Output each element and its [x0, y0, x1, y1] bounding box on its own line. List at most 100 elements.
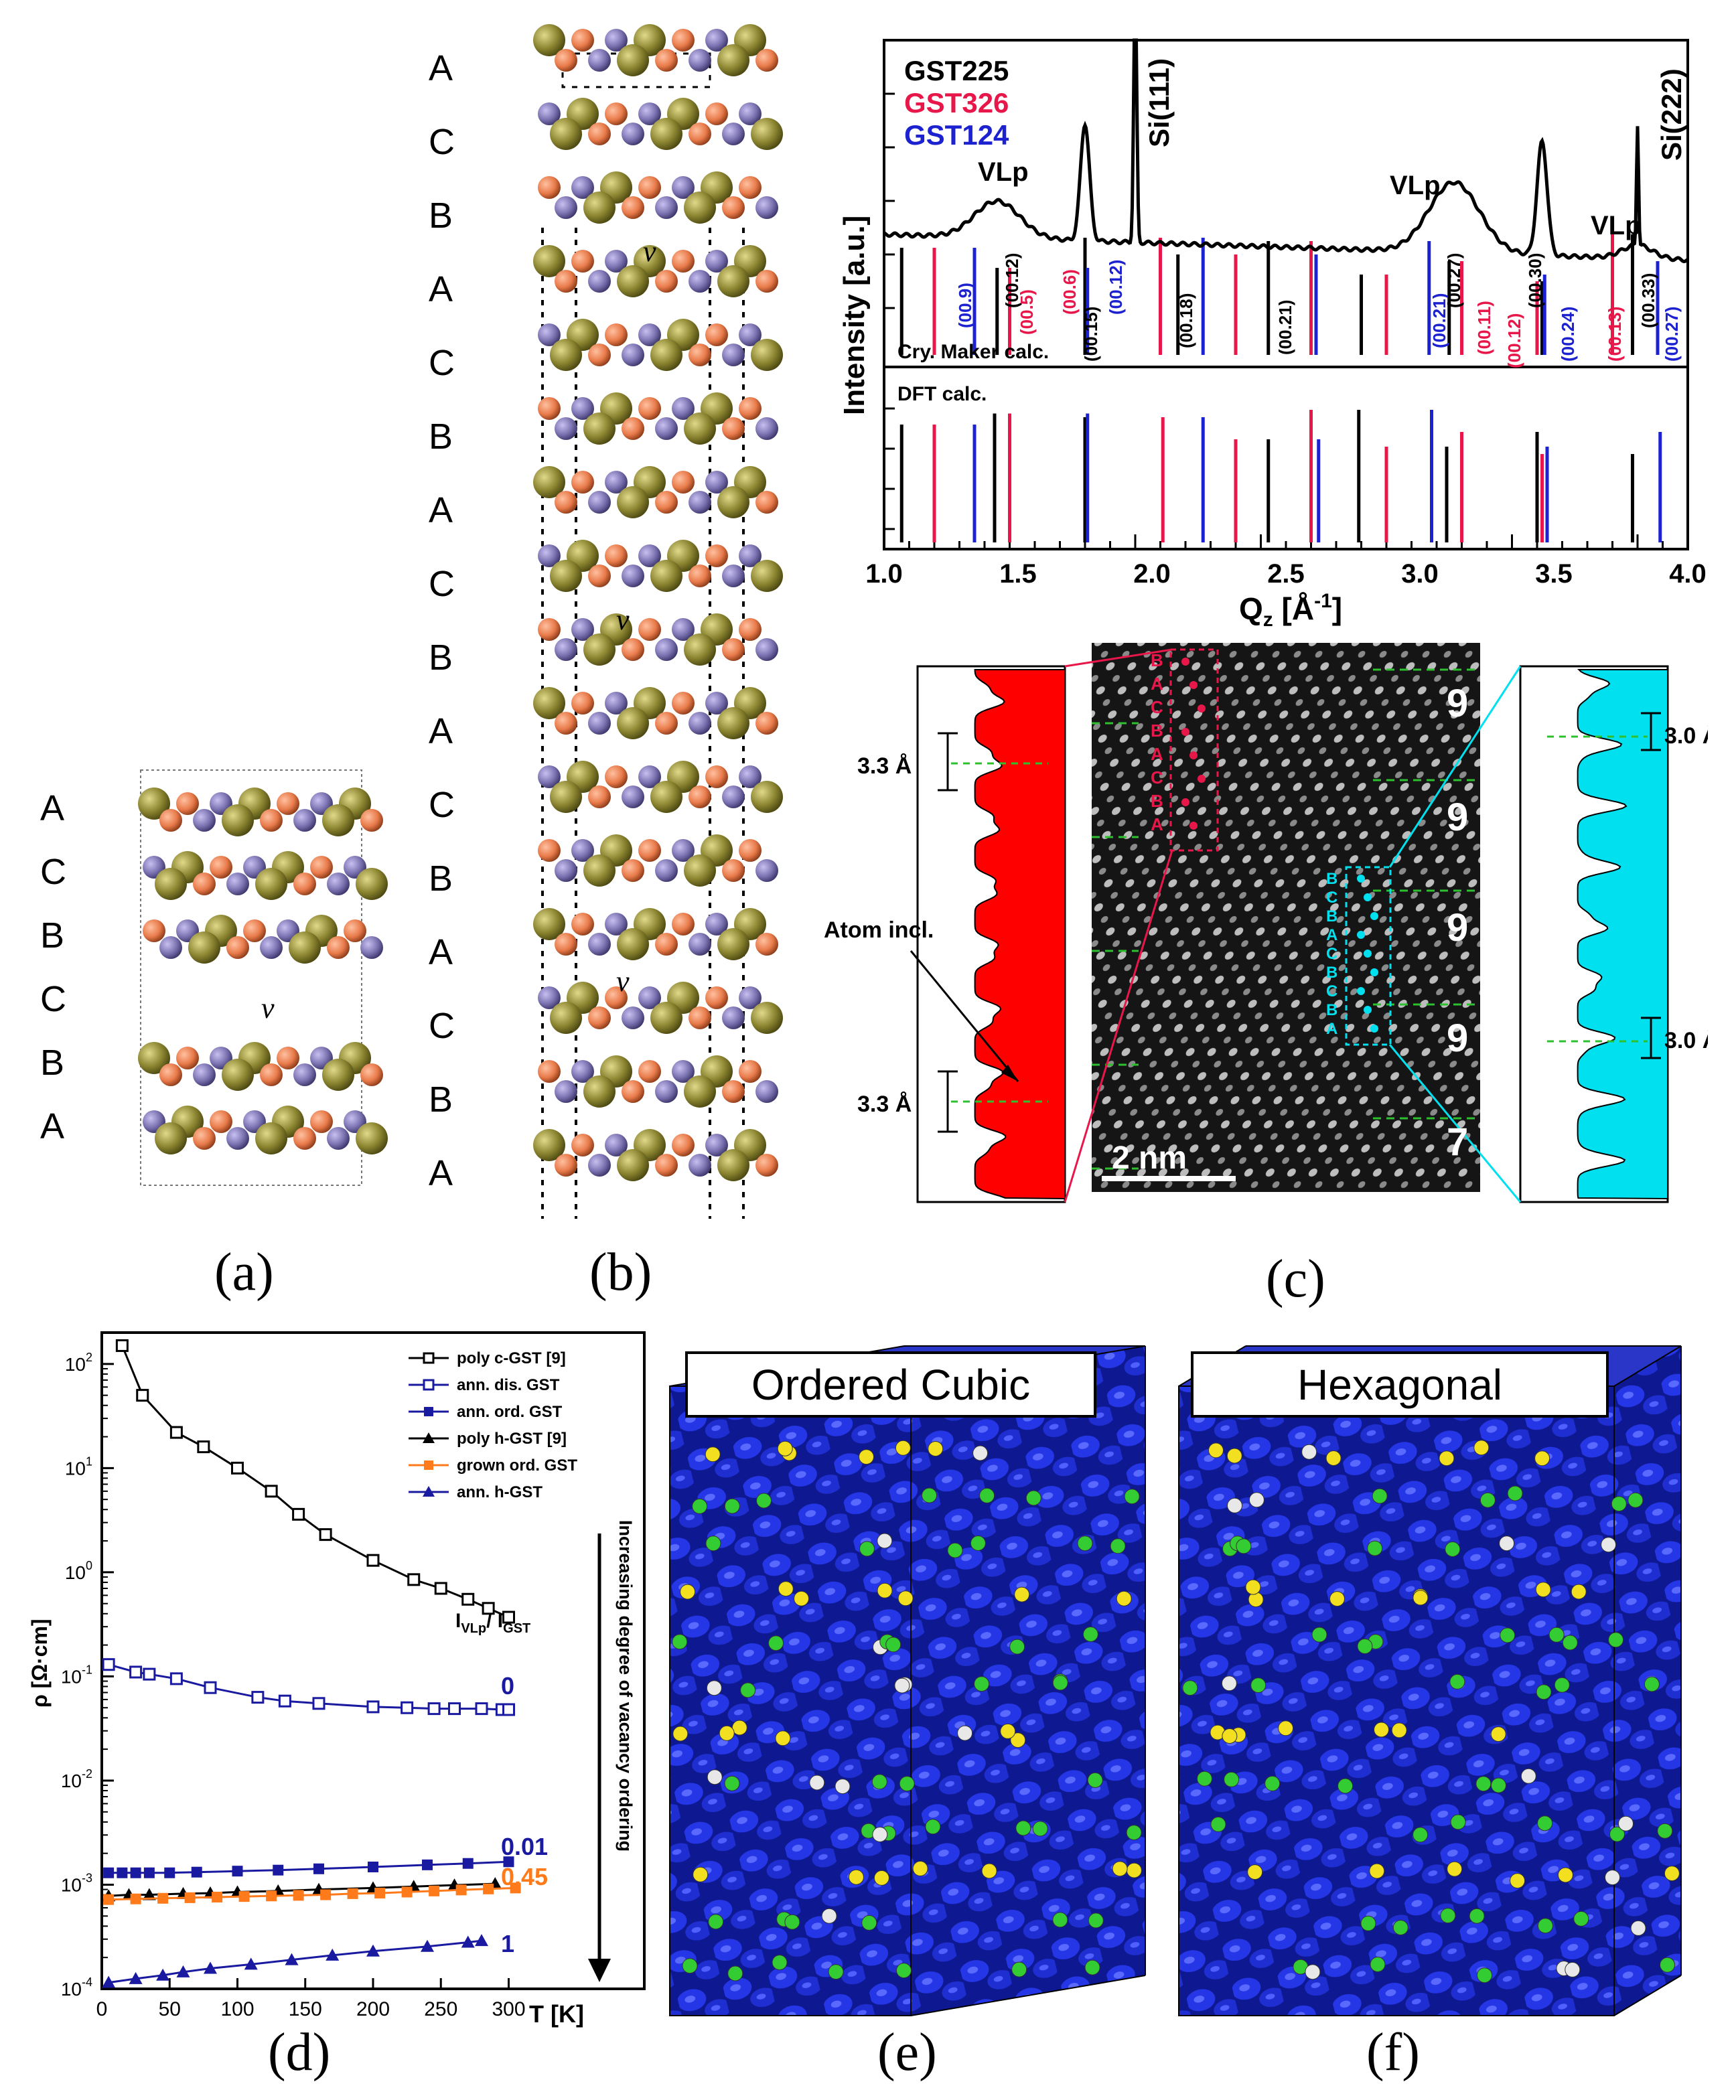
atom [588, 1154, 611, 1177]
block-count: 9 [1447, 1017, 1468, 1060]
atom [1009, 1639, 1025, 1655]
atom [588, 123, 611, 145]
atom [1490, 1726, 1506, 1742]
atom [605, 29, 628, 52]
x-tick-label: 300 [492, 1998, 525, 2020]
stack-letter: A [1151, 744, 1163, 764]
stack-letter: C [1151, 767, 1163, 788]
atom [705, 544, 728, 567]
stack-dot [1364, 950, 1372, 958]
panel-b-structure: A C B A C B A C B A C B A C B A v v v [429, 24, 783, 1219]
stack-dot [1357, 987, 1365, 995]
peak-label-si222: Si(222) [1656, 68, 1687, 161]
atom [894, 1677, 910, 1694]
x-axis-label: T [K] [529, 2000, 584, 2028]
ordering-arrow-text: Increasing degree of vacancy ordering [616, 1520, 636, 1852]
xrd-chart: GST225 GST326 GST124 Si(111) Si(222) VLp… [838, 38, 1707, 631]
atom [655, 638, 678, 661]
atom [260, 809, 283, 832]
atom [1236, 1538, 1252, 1554]
legend: poly c-GST [9] ann. dis. GST ann. ord. GST… [409, 1349, 577, 1501]
atom [533, 908, 565, 940]
atom [1554, 1677, 1570, 1693]
data-point [482, 1602, 495, 1615]
atom [583, 1075, 616, 1108]
atom [684, 412, 716, 445]
atom [555, 859, 577, 882]
atom [138, 1042, 170, 1074]
data-point [278, 1694, 291, 1708]
atom [1032, 1821, 1048, 1837]
atom [655, 859, 678, 882]
atom [1548, 1627, 1565, 1643]
atom [828, 1964, 844, 1980]
atom [751, 781, 783, 813]
panel-label-a: (a) [214, 1243, 274, 1302]
panel-a-structure: A C B C B A v [40, 769, 388, 1186]
atom [1372, 1488, 1388, 1504]
atom [877, 1582, 893, 1598]
data-point [434, 1582, 447, 1595]
xrd-reflection-marks [899, 234, 1662, 542]
atom [1197, 1771, 1212, 1787]
scale-bar-label: 2 nm [1112, 1140, 1187, 1176]
stack-letter: A [40, 788, 64, 828]
atom [751, 118, 783, 150]
cyan-stack-dots [1357, 875, 1378, 1033]
atom-incl-arrow [910, 950, 1019, 1082]
atom [981, 1863, 997, 1879]
atom [1210, 1816, 1226, 1832]
atom [1571, 1584, 1587, 1600]
atom [650, 339, 682, 371]
atom [617, 928, 649, 960]
atom [689, 712, 711, 735]
panel-f-title: Hexagonal [1297, 1361, 1502, 1409]
peak-label-vlp-2: VLp [1390, 171, 1441, 200]
atom [617, 44, 649, 76]
atom [739, 176, 762, 199]
atom [689, 491, 711, 514]
xtick-label: 3.5 [1535, 559, 1573, 589]
legend-marker [423, 1379, 435, 1391]
atom [722, 859, 745, 882]
atom [672, 397, 695, 420]
data-point [143, 1867, 155, 1878]
data-point [130, 1893, 141, 1904]
series-line [108, 1886, 516, 1901]
atom [533, 466, 565, 498]
xtick-label: 3.0 [1401, 559, 1439, 589]
atom [159, 809, 182, 832]
atom [605, 250, 628, 273]
atom [684, 633, 716, 666]
atom [835, 1779, 851, 1795]
atom [1449, 1673, 1465, 1690]
atom [533, 24, 565, 56]
atom [533, 245, 565, 277]
resistivity-chart: 102 101 100 10-1 10-2 10-3 10-4 0 50 100 150 200 25… [27, 1331, 646, 2028]
atom [1469, 1908, 1485, 1924]
stack-letter: C [429, 785, 455, 825]
atom [1618, 1815, 1634, 1831]
legend-label: ann. ord. GST [457, 1403, 563, 1421]
reflection-label: (00.12) [1106, 260, 1126, 315]
legend-marker [423, 1486, 435, 1497]
atom [755, 933, 778, 956]
reflection-label: (00.12) [1504, 313, 1524, 368]
atom [1565, 1961, 1581, 1977]
atom [755, 859, 778, 882]
data-point [169, 1426, 183, 1439]
data-point [502, 1610, 515, 1624]
stack-dot [1364, 893, 1372, 901]
peak-label-si111: Si(111) [1143, 58, 1175, 147]
data-series [102, 1339, 521, 1988]
atom [293, 1063, 316, 1086]
atom [1250, 1677, 1267, 1694]
atom [555, 49, 577, 72]
atom [210, 856, 232, 879]
atom [622, 196, 644, 219]
atom [708, 1914, 724, 1930]
atom [1052, 1912, 1068, 1928]
atom [1611, 1496, 1627, 1512]
atom [722, 1080, 745, 1103]
atom [705, 765, 728, 788]
